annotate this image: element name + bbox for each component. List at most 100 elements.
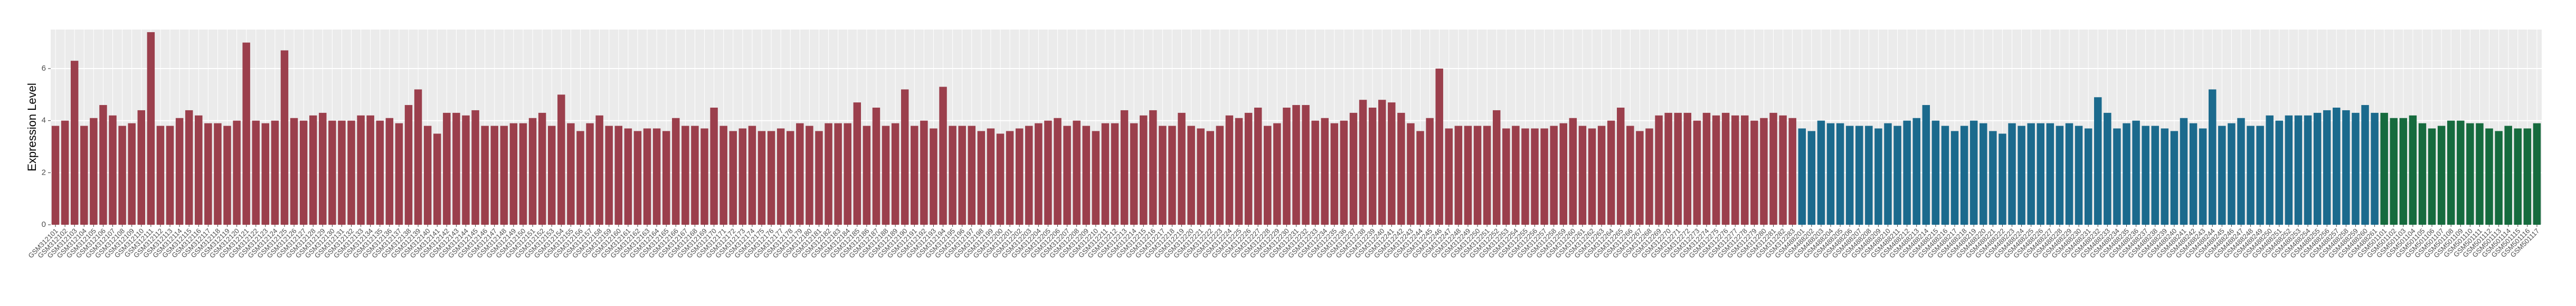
bar bbox=[252, 120, 260, 225]
bar bbox=[395, 123, 403, 225]
bar bbox=[1798, 128, 1806, 225]
bar bbox=[1807, 131, 1816, 225]
bar bbox=[1216, 126, 1224, 225]
bar bbox=[1454, 126, 1463, 225]
bar bbox=[2161, 128, 2169, 225]
bar bbox=[633, 131, 642, 225]
bar bbox=[652, 128, 661, 225]
bar bbox=[1731, 115, 1739, 225]
bar bbox=[538, 112, 546, 225]
bar bbox=[280, 50, 289, 225]
bar bbox=[1464, 126, 1472, 225]
bar bbox=[1397, 112, 1405, 225]
bar bbox=[1292, 105, 1300, 225]
bar bbox=[1855, 126, 1863, 225]
bar bbox=[1531, 128, 1539, 225]
bar bbox=[2304, 115, 2312, 225]
bar bbox=[2151, 126, 2159, 225]
y-tick-label: 0 bbox=[42, 220, 46, 229]
bar bbox=[605, 126, 613, 225]
bar bbox=[834, 123, 842, 225]
bar bbox=[1063, 126, 1071, 225]
bar bbox=[1969, 120, 1978, 225]
bar bbox=[853, 102, 861, 225]
bar bbox=[2094, 97, 2102, 225]
bar bbox=[1826, 123, 1835, 225]
bar bbox=[1903, 120, 1911, 225]
bar bbox=[1702, 112, 1711, 225]
bar bbox=[1931, 120, 1940, 225]
bar bbox=[204, 123, 212, 225]
bar bbox=[328, 120, 336, 225]
bar bbox=[2457, 120, 2465, 225]
bar bbox=[2132, 120, 2140, 225]
bar bbox=[128, 123, 136, 225]
bar bbox=[1483, 126, 1491, 225]
bar bbox=[2256, 126, 2264, 225]
bar bbox=[1101, 123, 1110, 225]
bar bbox=[939, 87, 947, 225]
bar bbox=[1617, 108, 1625, 225]
bar bbox=[1760, 118, 1768, 225]
bar bbox=[185, 110, 193, 225]
bar bbox=[1111, 123, 1119, 225]
bar bbox=[1120, 110, 1129, 225]
bar bbox=[1254, 108, 1262, 225]
bar bbox=[90, 118, 98, 225]
bar bbox=[987, 128, 995, 225]
bar bbox=[2218, 126, 2226, 225]
bar bbox=[1817, 120, 1825, 225]
bar bbox=[423, 126, 432, 225]
bar bbox=[1159, 126, 1167, 225]
bar bbox=[901, 89, 909, 225]
bar bbox=[2294, 115, 2303, 225]
bar bbox=[748, 126, 756, 225]
bar bbox=[1311, 120, 1319, 225]
bar bbox=[1416, 131, 1424, 225]
bar bbox=[137, 110, 145, 225]
bar bbox=[2237, 118, 2245, 225]
bar bbox=[2399, 118, 2408, 225]
bar bbox=[1683, 112, 1692, 225]
bar bbox=[2533, 123, 2541, 225]
bar bbox=[1054, 118, 1062, 225]
bar bbox=[261, 123, 270, 225]
bar bbox=[1559, 123, 1567, 225]
bar bbox=[2447, 120, 2455, 225]
bar bbox=[1769, 112, 1777, 225]
bar bbox=[2046, 123, 2054, 225]
bar bbox=[2189, 123, 2198, 225]
bar bbox=[1893, 126, 1901, 225]
bar bbox=[614, 126, 623, 225]
bar bbox=[1578, 126, 1587, 225]
bar bbox=[1273, 123, 1281, 225]
bar bbox=[481, 126, 489, 225]
bar bbox=[462, 115, 470, 225]
bar bbox=[949, 126, 956, 225]
y-tick-label: 6 bbox=[42, 64, 46, 73]
bar bbox=[1235, 118, 1243, 225]
bar bbox=[825, 123, 832, 225]
bar bbox=[911, 126, 918, 225]
bar bbox=[1836, 123, 1844, 225]
bar bbox=[223, 126, 231, 225]
bar bbox=[2323, 110, 2331, 225]
bar bbox=[547, 126, 556, 225]
bar bbox=[242, 42, 250, 225]
bar bbox=[1741, 115, 1749, 225]
bar bbox=[787, 131, 794, 225]
bar bbox=[710, 108, 718, 225]
bar bbox=[700, 128, 708, 225]
bar bbox=[806, 126, 813, 225]
bar bbox=[1550, 126, 1558, 225]
bar bbox=[319, 112, 327, 225]
bar bbox=[662, 131, 670, 225]
bar bbox=[1283, 108, 1291, 225]
bar bbox=[968, 126, 976, 225]
bar bbox=[233, 120, 241, 225]
bar bbox=[500, 126, 508, 225]
bar bbox=[1139, 115, 1148, 225]
bar bbox=[930, 128, 937, 225]
bar bbox=[2247, 126, 2255, 225]
